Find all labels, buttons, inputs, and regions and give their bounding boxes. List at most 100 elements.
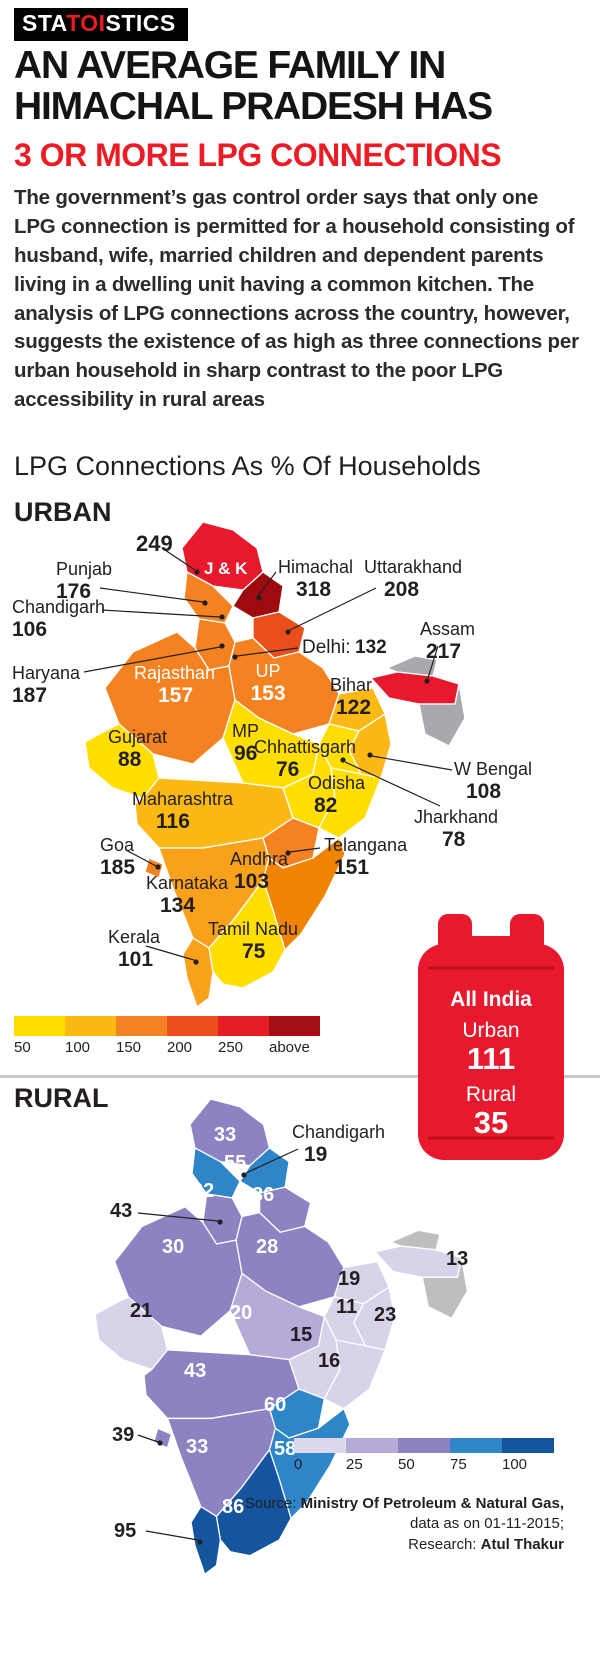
rural-value-up: 28: [256, 1236, 279, 1258]
masthead-post: STICS: [105, 10, 176, 36]
all-india-rural-label: Rural: [465, 1082, 517, 1106]
legend-swatch: [14, 1016, 65, 1036]
rural-value-karnataka: 33: [186, 1436, 209, 1458]
source-line1: Source: Ministry Of Petroleum & Natural …: [244, 1495, 564, 1512]
legend-swatch: [116, 1016, 167, 1036]
legend-tick: 50: [398, 1456, 415, 1473]
rural-value-telangana: 60: [264, 1394, 287, 1416]
rural-value-punjab: 62: [192, 1180, 215, 1202]
urban-label-odisha: Odisha 82: [308, 773, 366, 817]
rural-value-andhra: 58: [274, 1438, 297, 1460]
urban-label-himachal: Himachal 318: [278, 557, 354, 601]
urban-label-bihar: Bihar 122: [330, 675, 373, 719]
urban-label-chhattisgarh: Chhattisgarh 76: [254, 737, 357, 781]
legend-tick: above: [269, 1039, 310, 1056]
urban-label-rajasthan: Rajasthan 157: [134, 663, 216, 707]
legend-swatch: [167, 1016, 218, 1036]
all-india-urban-value: 111: [466, 1041, 516, 1076]
rural-india-map: [94, 1098, 469, 1575]
rural-value-jharkhand: 11: [336, 1296, 358, 1318]
rural-legend-ticks: 0 25 50 75 100: [294, 1456, 554, 1473]
rural-value-goa: 39: [112, 1424, 135, 1446]
urban-label-punjab: Punjab 176: [56, 559, 113, 603]
urban-label-gujarat: Gujarat 88: [108, 727, 168, 771]
rural-value-mp: 20: [230, 1302, 253, 1324]
source-line3: Research: Atul Thakur: [408, 1535, 564, 1553]
urban-label-delhi: Delhi: 132: [302, 637, 387, 658]
urban-label-goa: Goa 185: [100, 835, 136, 879]
urban-label-kerala: Kerala 101: [108, 927, 161, 971]
rural-value-bihar: 19: [338, 1268, 361, 1290]
rural-value-northeast: 13: [446, 1248, 469, 1270]
rural-value-chhattisgarh: 15: [290, 1324, 313, 1346]
urban-legend-ticks: 50 100 150 200 250 above: [14, 1039, 320, 1056]
legend-swatch: [65, 1016, 116, 1036]
rural-legend-swatches: [294, 1438, 554, 1453]
urban-label-chandigarh: Chandigarh 106: [12, 597, 106, 641]
intro-paragraph: The government’s gas control order says …: [14, 186, 579, 412]
rural-legend: 0 25 50 75 100: [294, 1438, 554, 1473]
legend-swatch: [218, 1016, 269, 1036]
section-title: LPG Connections As % Of Households: [14, 451, 481, 481]
urban-label-maharashtra: Maharashtra 116: [132, 789, 234, 833]
all-india-rural-value: 35: [473, 1104, 509, 1140]
urban-label-karnataka: Karnataka 134: [146, 873, 229, 917]
headline-line1: AN AVERAGE FAMILY IN: [14, 44, 446, 87]
rural-value-jk: 33: [214, 1124, 237, 1146]
legend-swatch: [398, 1438, 450, 1453]
legend-swatch: [450, 1438, 502, 1453]
urban-label-telangana: Telangana 151: [324, 835, 408, 879]
rural-value-haryana: 43: [110, 1200, 133, 1222]
rural-value-rajasthan: 30: [162, 1236, 185, 1258]
rural-label-chandigarh: Chandigarh 19: [292, 1122, 386, 1166]
rural-value-gujarat: 21: [130, 1300, 153, 1322]
headline: AN AVERAGE FAMILY IN HIMACHAL PRADESH HAS: [14, 44, 493, 128]
legend-tick: 100: [502, 1456, 528, 1473]
legend-swatch: [269, 1016, 320, 1036]
legend-tick: 150: [116, 1039, 142, 1056]
masthead: STATOISTICS: [14, 8, 188, 41]
rural-value-wbengal: 23: [374, 1304, 397, 1326]
legend-swatch: [502, 1438, 554, 1453]
urban-label-uttarakhand: Uttarakhand 208: [364, 557, 463, 601]
urban-label-mp: MP 96: [232, 721, 259, 765]
all-india-urban-label: Urban: [462, 1019, 520, 1042]
state-goa: [153, 1427, 173, 1449]
lpg-cylinder-graphic: [418, 914, 564, 1160]
urban-label-haryana: Haryana 187: [12, 663, 81, 707]
state-assam: [370, 671, 460, 705]
urban-india-map: [83, 521, 466, 1008]
masthead-pre: STA: [22, 10, 67, 36]
urban-label-tamilnadu: Tamil Nadu 75: [208, 919, 299, 963]
legend-swatch: [346, 1438, 398, 1453]
urban-legend: 50 100 150 200 250 above: [14, 1016, 320, 1056]
urban-label-jk-name: J & K: [204, 559, 248, 578]
legend-tick: 100: [65, 1039, 91, 1056]
lpg-cylinder: All India Urban 111 Rural 35: [418, 912, 564, 1164]
section-divider: [0, 1075, 600, 1078]
legend-tick: 50: [14, 1039, 31, 1056]
legend-tick: 0: [294, 1456, 303, 1473]
rural-value-himachal: 55: [224, 1152, 247, 1174]
headline-line2: HIMACHAL PRADESH HAS: [14, 84, 493, 128]
headline-red: 3 OR MORE LPG CONNECTIONS: [14, 137, 502, 173]
urban-heading: URBAN: [14, 497, 112, 527]
urban-label-jk-value: 249: [136, 531, 173, 556]
urban-legend-swatches: [14, 1016, 320, 1036]
legend-tick: 200: [167, 1039, 193, 1056]
rural-heading: RURAL: [14, 1083, 109, 1113]
urban-label-jharkhand: Jharkhand 78: [414, 807, 499, 851]
legend-tick: 250: [218, 1039, 244, 1056]
source-line2: data as on 01-11-2015;: [409, 1515, 564, 1533]
urban-map: 249 J & K Punjab 176 Himachal 318 Uttarakh…: [0, 520, 600, 1025]
rural-leader-lines: [137, 1148, 299, 1545]
urban-label-assam: Assam 217: [420, 619, 476, 663]
source-note: Source: Ministry Of Petroleum & Natural …: [234, 1494, 564, 1555]
rural-value-uttarakhand: 36: [252, 1184, 275, 1206]
legend-swatch: [294, 1438, 346, 1453]
cylinder-text: All India Urban 111 Rural 35: [418, 912, 564, 1139]
legend-tick: 25: [346, 1456, 363, 1473]
urban-label-wbengal: W Bengal 108: [454, 759, 533, 803]
rural-value-tamilnadu: 86: [222, 1496, 245, 1518]
